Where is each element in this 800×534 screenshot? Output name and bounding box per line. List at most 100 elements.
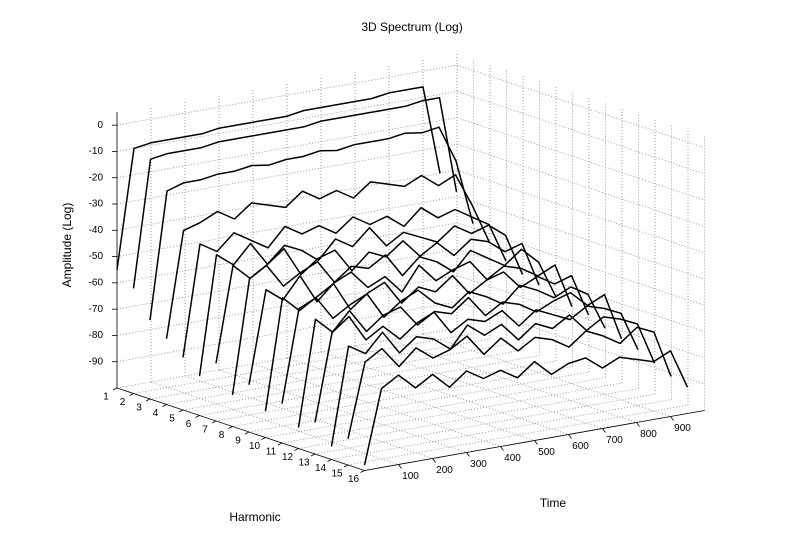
tick-mark: [211, 420, 217, 424]
y-tick-label: 2: [120, 397, 126, 408]
grid-line: [248, 371, 590, 433]
x-tick-label: 300: [470, 459, 487, 470]
tick-mark: [129, 393, 134, 396]
z-tick-label: -80: [89, 330, 104, 341]
z-tick-label: -90: [89, 356, 104, 367]
grid-line: [116, 301, 458, 363]
y-tick-label: 11: [266, 447, 277, 458]
spectrum-line: [132, 96, 458, 289]
grid-line: [116, 222, 458, 284]
y-tick-label: 4: [153, 408, 159, 419]
grid-line: [347, 404, 689, 466]
y-tick-label: 13: [298, 458, 310, 469]
spectrum-line: [182, 206, 507, 358]
x-axis-label: Time: [540, 496, 567, 510]
z-axis-label: Amplitude (Log): [60, 203, 74, 288]
grid-line: [456, 196, 705, 280]
y-tick-label: 16: [348, 474, 360, 485]
grid-line: [116, 91, 458, 152]
z-tick-label: -30: [89, 199, 104, 210]
y-tick-label: 7: [202, 425, 208, 436]
x-tick-label: 400: [504, 453, 521, 464]
spectrum-line: [198, 224, 524, 377]
grid-line: [215, 360, 557, 422]
y-tick-label: 14: [315, 463, 327, 474]
tick-mark: [310, 453, 316, 457]
grid-line: [166, 344, 507, 405]
z-tick-label: -60: [89, 277, 104, 288]
tick-mark: [534, 440, 538, 445]
tick-mark: [568, 434, 572, 439]
z-tick-label: -70: [89, 304, 104, 315]
tick-mark: [327, 459, 332, 462]
grid-line: [456, 169, 705, 254]
grid-line: [456, 143, 705, 227]
spectrum-line: [215, 238, 540, 364]
grid-line: [116, 196, 458, 257]
x-tick-label: 600: [572, 441, 589, 452]
tick-mark: [112, 387, 118, 391]
spectrum-line: [248, 260, 573, 385]
grid-line: [298, 388, 639, 449]
grid-line: [456, 91, 705, 175]
grid-line: [331, 399, 672, 460]
tick-mark: [261, 437, 266, 440]
tick-mark: [500, 446, 504, 451]
grid-line: [314, 393, 656, 455]
grid-line: [252, 363, 501, 447]
grid-line: [133, 333, 474, 394]
grid-line: [456, 64, 705, 149]
tick-mark: [466, 452, 470, 457]
tick-mark: [162, 404, 167, 407]
grid-line: [116, 64, 458, 126]
x-tick-label: 700: [606, 435, 623, 446]
tick-mark: [244, 431, 250, 435]
x-tick-label: 200: [436, 465, 453, 476]
tick-mark: [294, 448, 299, 451]
grid-line: [265, 377, 606, 438]
spectrum-line: [297, 291, 623, 428]
y-tick-label: 5: [169, 414, 175, 425]
tick-mark: [228, 426, 233, 429]
z-tick-label: -50: [89, 251, 104, 262]
z-tick-label: -20: [89, 172, 104, 183]
grid-line: [116, 327, 458, 389]
tick-mark: [343, 464, 349, 468]
grid-line: [456, 117, 705, 201]
grid-line: [182, 349, 524, 411]
grid-line: [199, 355, 540, 416]
tick-mark: [178, 409, 184, 413]
spectrum-line: [231, 248, 557, 396]
tick-mark: [432, 458, 436, 463]
spectrum-line: [264, 271, 590, 412]
y-tick-label: 1: [103, 392, 109, 403]
tick-mark: [670, 416, 674, 421]
tick-mark: [602, 428, 606, 433]
y-tick-label: 8: [219, 430, 225, 441]
spectrum-line: [116, 86, 441, 270]
z-tick-label: 0: [97, 120, 103, 131]
chart-title: 3D Spectrum (Log): [361, 20, 462, 34]
spectrum-line: [347, 326, 672, 439]
y-tick-label: 3: [136, 403, 142, 414]
grid-line: [184, 375, 433, 459]
tick-mark: [277, 442, 283, 446]
x-tick-label: 500: [538, 447, 555, 458]
grid-line: [116, 248, 458, 310]
x-tick-label: 900: [674, 423, 691, 434]
z-tick-label: -40: [89, 225, 104, 236]
grid-line: [149, 338, 491, 400]
grid-line: [116, 275, 458, 336]
grid-line: [116, 117, 458, 179]
grid-line: [422, 333, 671, 417]
y-tick-label: 15: [331, 469, 343, 480]
spectrum-line: [149, 126, 474, 321]
axis-edge: [116, 387, 365, 471]
spectrum-line: [165, 174, 491, 339]
y-tick-label: 10: [249, 441, 261, 452]
x-tick-label: 800: [640, 429, 657, 440]
grid-line: [388, 339, 637, 423]
tick-mark: [195, 415, 200, 418]
grid-line: [232, 366, 573, 427]
